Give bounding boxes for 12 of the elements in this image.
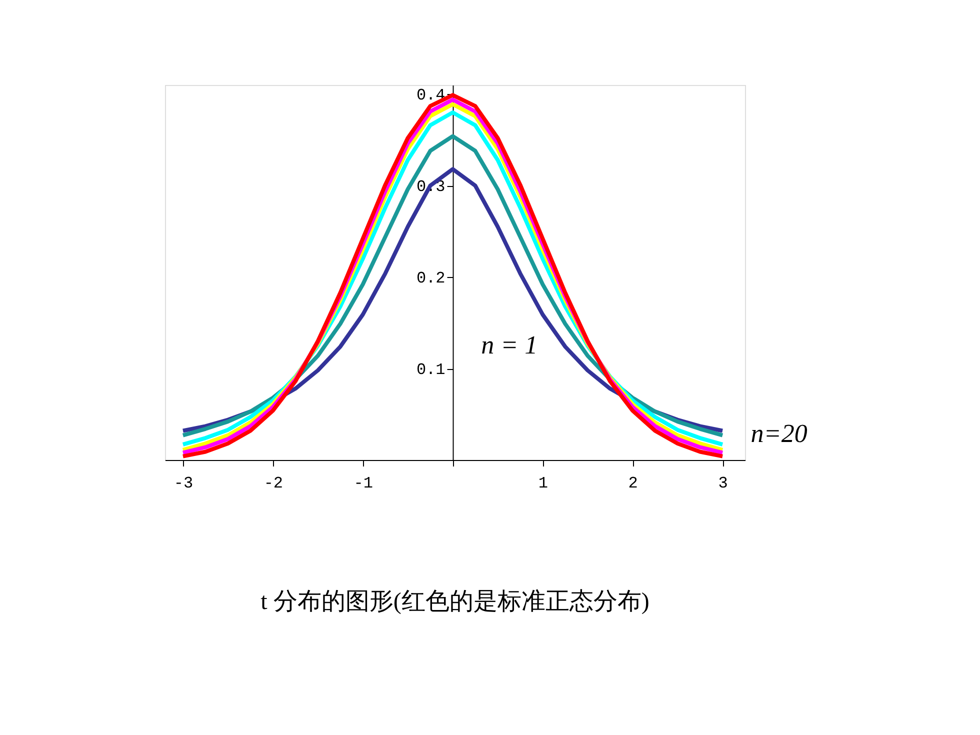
x-tick-label: 2 (628, 474, 638, 492)
x-tick-label: -3 (174, 474, 194, 492)
y-tick-label: 0.1 (416, 361, 446, 380)
x-tick-label: 3 (718, 474, 728, 492)
x-tick-label: 1 (538, 474, 548, 492)
y-tick-label: 0.2 (416, 270, 446, 288)
text: t 分布的图形(红色的是标准正态分布) (260, 589, 650, 615)
text: n=20 (750, 418, 808, 448)
x-tick-label: -1 (354, 474, 373, 492)
x-tick-label: -2 (264, 474, 284, 492)
y-tick-label: 0.4 (416, 86, 446, 105)
annotation: n = 1 (481, 330, 538, 360)
